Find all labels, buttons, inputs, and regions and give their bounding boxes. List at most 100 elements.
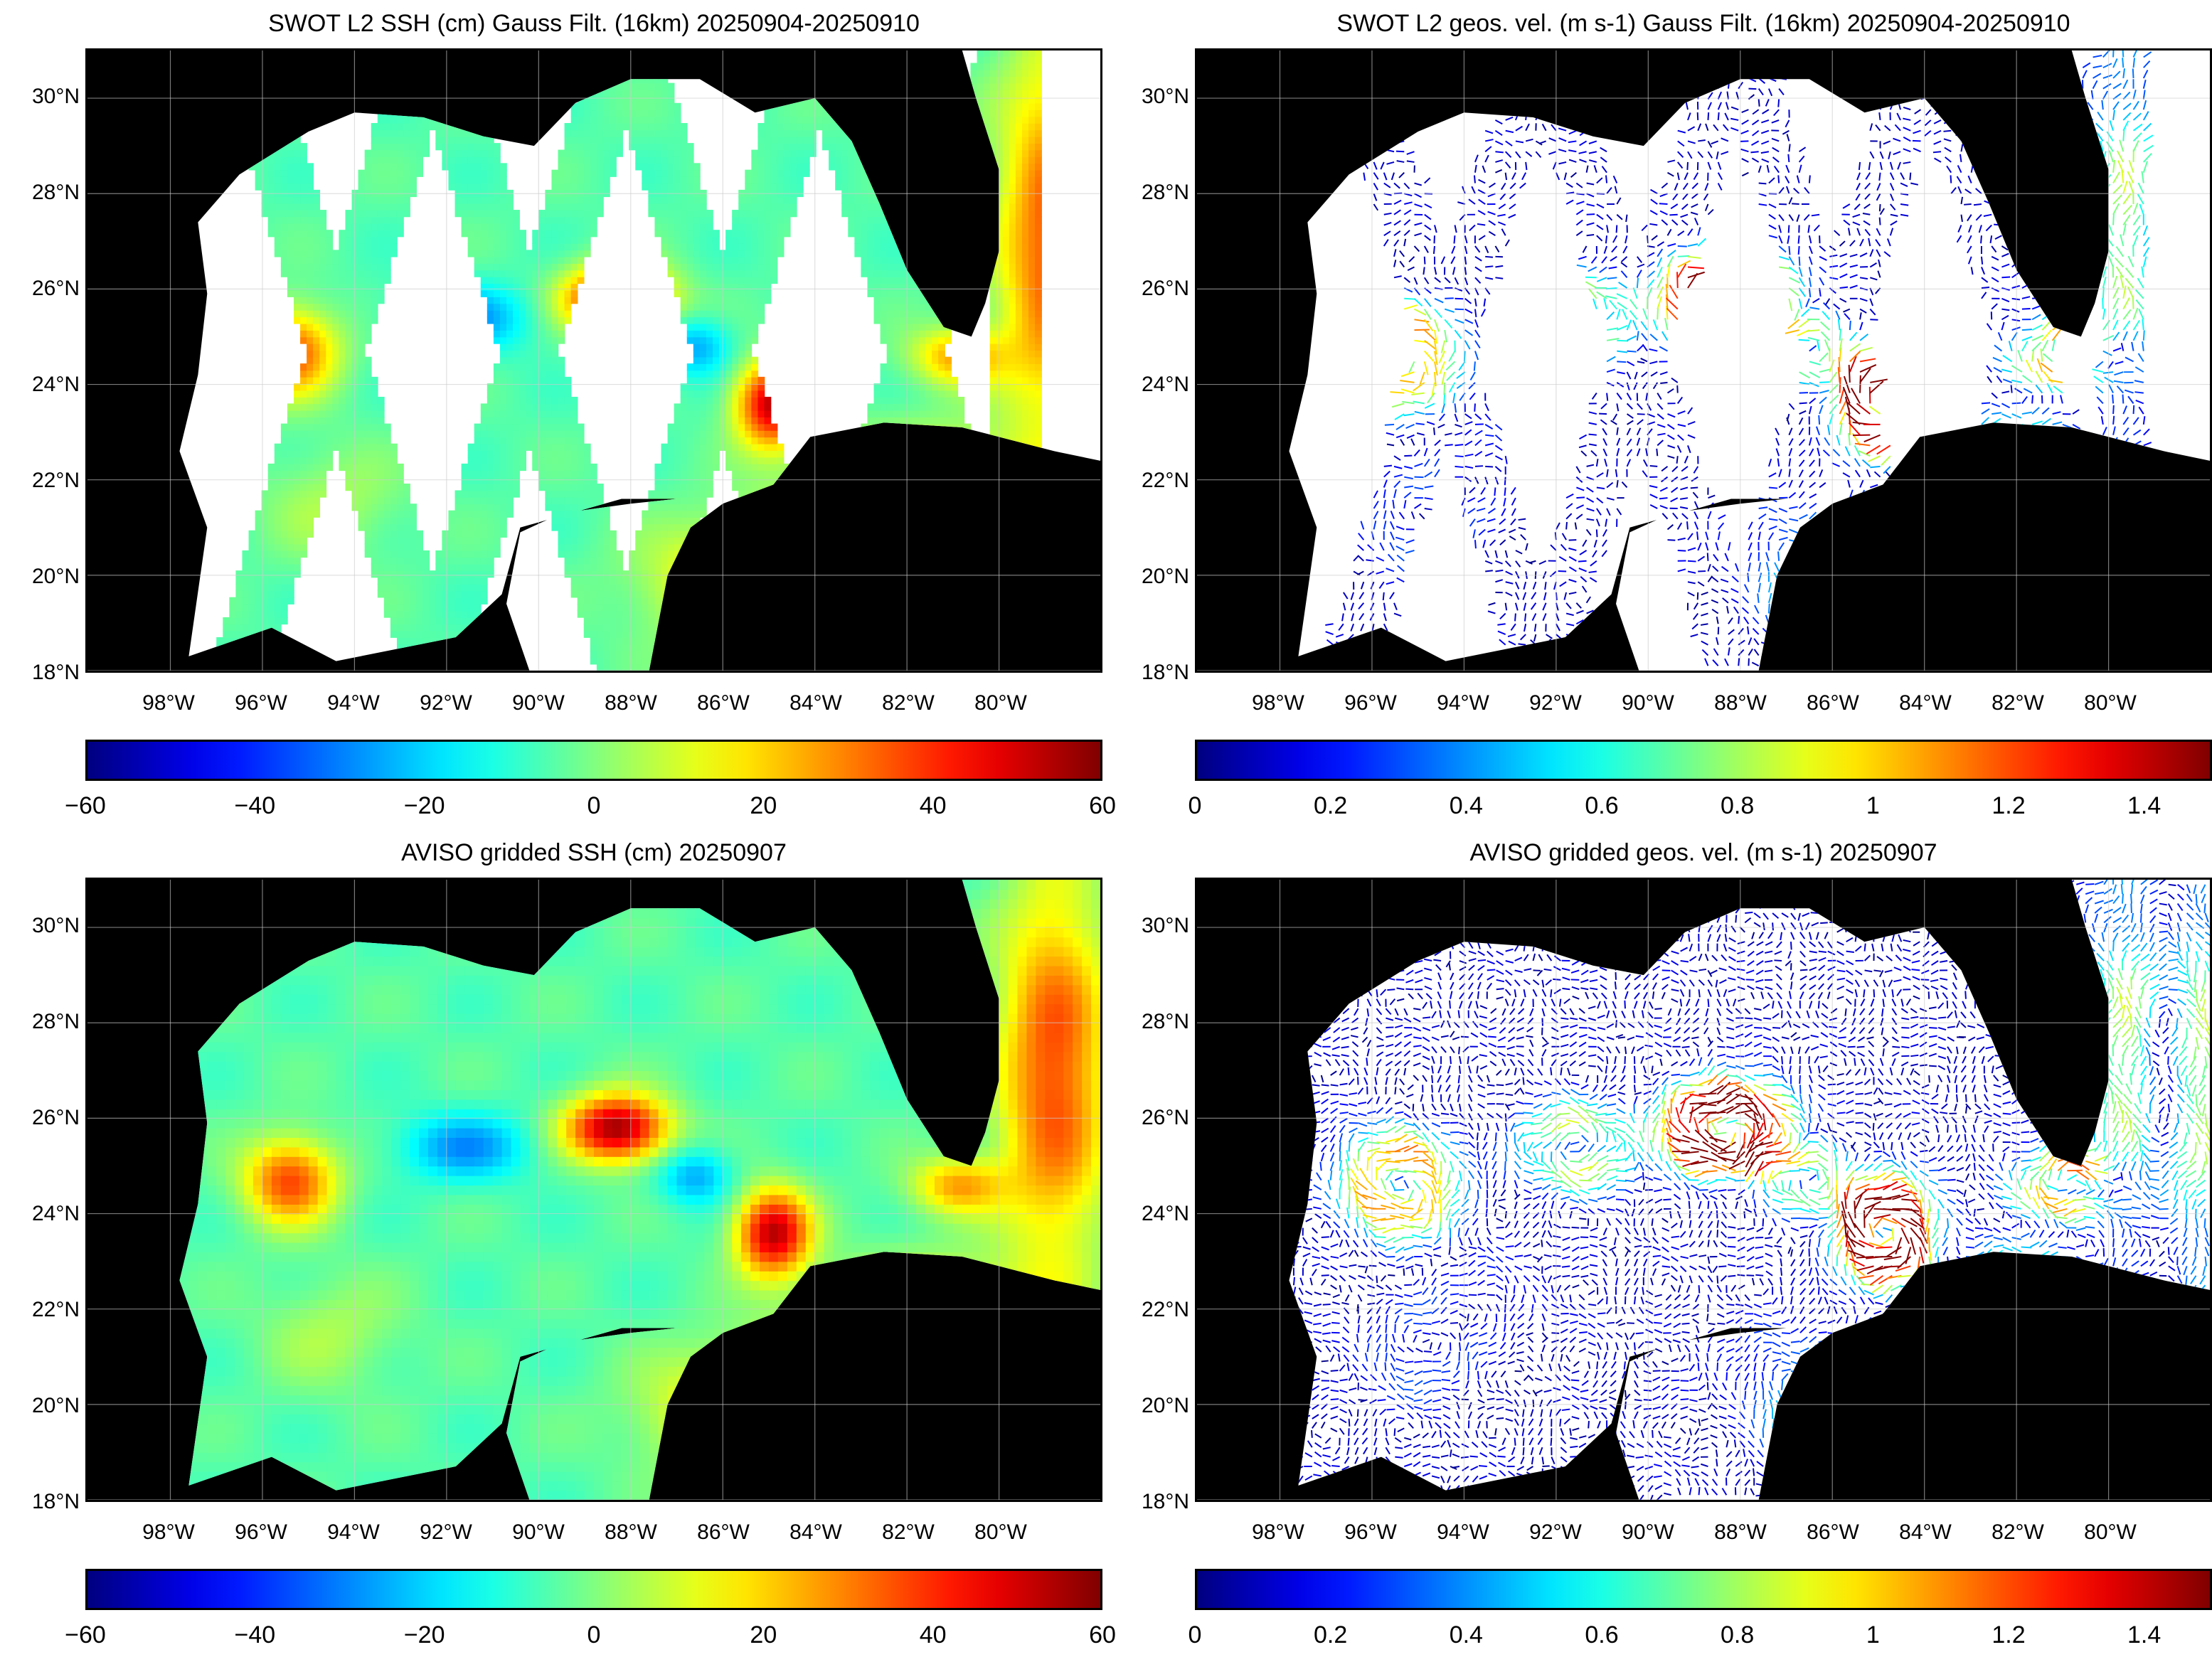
lat-tick-label: 26°N <box>32 1106 80 1130</box>
lon-tick-label: 84°W <box>1899 691 1952 715</box>
colorbar-tick-label: 40 <box>920 792 947 820</box>
lon-tick-label: 90°W <box>512 691 565 715</box>
lat-tick-label: 20°N <box>1142 1394 1189 1418</box>
lat-tick-label: 20°N <box>32 1394 80 1418</box>
lon-tick-label: 80°W <box>2084 691 2137 715</box>
lat-tick-label: 22°N <box>1142 469 1189 493</box>
lat-tick-label: 18°N <box>1142 1490 1189 1514</box>
lat-tick-label: 24°N <box>32 373 80 397</box>
panel-title: AVISO gridded geos. vel. (m s-1) 2025090… <box>1195 839 2212 867</box>
colorbar <box>1195 1569 2212 1610</box>
lon-tick-label: 94°W <box>327 691 380 715</box>
lon-tick-label: 82°W <box>1992 691 2044 715</box>
lat-tick-label: 22°N <box>32 1298 80 1322</box>
lat-tick-label: 24°N <box>32 1202 80 1226</box>
lat-tick-label: 28°N <box>1142 1010 1189 1034</box>
lon-tick-label: 96°W <box>235 691 287 715</box>
panel-title: SWOT L2 SSH (cm) Gauss Filt. (16km) 2025… <box>85 10 1102 38</box>
lat-tick-label: 18°N <box>32 661 80 685</box>
colorbar-tick-label: 0 <box>1189 1621 1202 1649</box>
colorbar-tick-label: 40 <box>920 1621 947 1649</box>
lon-tick-label: 82°W <box>882 1520 935 1545</box>
lon-tick-label: 82°W <box>882 691 935 715</box>
panel-title: AVISO gridded SSH (cm) 20250907 <box>85 839 1102 867</box>
lon-tick-label: 94°W <box>1437 691 1489 715</box>
lat-tick-label: 26°N <box>1142 1106 1189 1130</box>
colorbar-tick-label: 0.6 <box>1585 792 1618 820</box>
colorbar-tick-label: 20 <box>750 792 777 820</box>
lat-tick-label: 30°N <box>1142 85 1189 109</box>
lon-tick-label: 90°W <box>512 1520 565 1545</box>
colorbar-tick-label: 60 <box>1089 1621 1116 1649</box>
colorbar-tick-label: 0.6 <box>1585 1621 1618 1649</box>
lat-tick-label: 26°N <box>32 277 80 301</box>
colorbar-tick-label: −60 <box>65 1621 106 1649</box>
colorbar-tick-label: 0.2 <box>1314 792 1347 820</box>
colorbar <box>1195 740 2212 781</box>
lat-tick-label: 22°N <box>32 469 80 493</box>
lon-tick-label: 98°W <box>142 691 195 715</box>
lon-tick-label: 80°W <box>974 691 1027 715</box>
colorbar-tick-label: 1.2 <box>1992 1621 2025 1649</box>
lat-tick-label: 28°N <box>32 1010 80 1034</box>
colorbar-tick-label: 0.8 <box>1721 1621 1754 1649</box>
lat-tick-label: 30°N <box>1142 914 1189 938</box>
lon-tick-label: 88°W <box>1714 691 1767 715</box>
lat-tick-label: 22°N <box>1142 1298 1189 1322</box>
colorbar <box>85 1569 1102 1610</box>
colorbar-tick-label: 0 <box>587 1621 601 1649</box>
map-panel-4: AVISO gridded geos. vel. (m s-1) 2025090… <box>1195 839 2212 1657</box>
lon-tick-label: 98°W <box>1252 1520 1304 1545</box>
lon-tick-label: 80°W <box>974 1520 1027 1545</box>
map-plot-area <box>85 48 1102 673</box>
map-panel-1: SWOT L2 SSH (cm) Gauss Filt. (16km) 2025… <box>85 10 1102 828</box>
lat-tick-label: 20°N <box>1142 565 1189 589</box>
lon-tick-label: 86°W <box>1807 691 1859 715</box>
lon-tick-label: 98°W <box>1252 691 1304 715</box>
colorbar-tick-label: 0.8 <box>1721 792 1754 820</box>
colorbar-tick-label: 0.4 <box>1450 792 1483 820</box>
lat-tick-label: 30°N <box>32 85 80 109</box>
lon-tick-label: 92°W <box>420 1520 472 1545</box>
lon-tick-label: 90°W <box>1622 1520 1674 1545</box>
lon-tick-label: 86°W <box>697 691 750 715</box>
lon-tick-label: 84°W <box>1899 1520 1952 1545</box>
lon-tick-label: 82°W <box>1992 1520 2044 1545</box>
lon-tick-label: 96°W <box>235 1520 287 1545</box>
lat-tick-label: 28°N <box>1142 181 1189 205</box>
lon-tick-label: 86°W <box>697 1520 750 1545</box>
colorbar-tick-label: 1 <box>1866 792 1880 820</box>
lat-tick-label: 20°N <box>32 565 80 589</box>
map-plot-area <box>1195 878 2212 1502</box>
colorbar <box>85 740 1102 781</box>
lon-tick-label: 88°W <box>605 691 657 715</box>
colorbar-tick-label: 0 <box>587 792 601 820</box>
lon-tick-label: 88°W <box>605 1520 657 1545</box>
colorbar-tick-label: 1 <box>1866 1621 1880 1649</box>
lon-tick-label: 96°W <box>1344 1520 1397 1545</box>
colorbar-tick-label: −60 <box>65 792 106 820</box>
lon-tick-label: 94°W <box>327 1520 380 1545</box>
colorbar-tick-label: 0.2 <box>1314 1621 1347 1649</box>
colorbar-tick-label: 1.4 <box>2127 792 2161 820</box>
map-plot-area <box>85 878 1102 1502</box>
lon-tick-label: 90°W <box>1622 691 1674 715</box>
lon-tick-label: 92°W <box>1529 691 1582 715</box>
map-plot-area <box>1195 48 2212 673</box>
lon-tick-label: 84°W <box>789 691 842 715</box>
colorbar-tick-label: 60 <box>1089 792 1116 820</box>
lon-tick-label: 80°W <box>2084 1520 2137 1545</box>
colorbar-tick-label: −40 <box>234 792 275 820</box>
lon-tick-label: 92°W <box>1529 1520 1582 1545</box>
lat-tick-label: 24°N <box>1142 373 1189 397</box>
colorbar-tick-label: 20 <box>750 1621 777 1649</box>
lon-tick-label: 86°W <box>1807 1520 1859 1545</box>
lat-tick-label: 18°N <box>1142 661 1189 685</box>
panel-title: SWOT L2 geos. vel. (m s-1) Gauss Filt. (… <box>1195 10 2212 38</box>
colorbar-tick-label: 0.4 <box>1450 1621 1483 1649</box>
colorbar-tick-label: −40 <box>234 1621 275 1649</box>
lon-tick-label: 92°W <box>420 691 472 715</box>
lat-tick-label: 28°N <box>32 181 80 205</box>
map-panel-2: SWOT L2 geos. vel. (m s-1) Gauss Filt. (… <box>1195 10 2212 828</box>
lat-tick-label: 18°N <box>32 1490 80 1514</box>
